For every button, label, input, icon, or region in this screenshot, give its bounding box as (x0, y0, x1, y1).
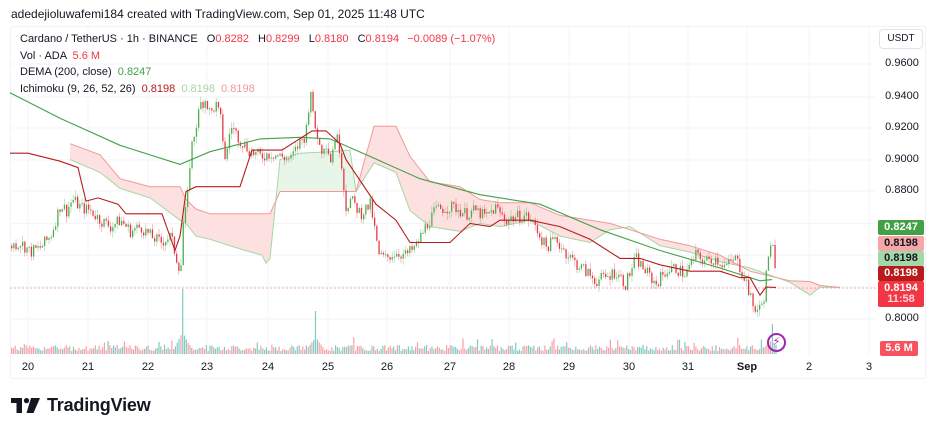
ichimoku-conversion-value: 0.8198 (141, 82, 176, 95)
time-tick-label: 25 (321, 361, 335, 373)
time-tick-label: 22 (141, 361, 155, 373)
ichimoku-lead2-value: 0.8198 (221, 82, 255, 95)
ichimoku-cloud (69, 125, 841, 296)
legend-dema-row[interactable]: DEMA (200, close) 0.8247 (20, 64, 495, 81)
time-tick-label: 2 (805, 361, 813, 373)
high-key: H (258, 33, 266, 45)
chart-legend: Cardano / TetherUS · 1h · BINANCE O0.828… (20, 31, 495, 97)
tradingview-logo-icon (11, 397, 40, 413)
open-key: O (206, 33, 216, 45)
price-label: 0.8247 (878, 220, 924, 235)
legend-ichimoku-row[interactable]: Ichimoku (9, 26, 52, 26) 0.8198 0.8198 0… (20, 81, 495, 98)
tradingview-logo: TradingView (11, 395, 151, 416)
time-tick-label: 3 (865, 361, 873, 373)
volume-label: Vol · ADA (20, 49, 67, 62)
time-tick-label: 21 (81, 361, 95, 373)
time-tick-label: 29 (562, 361, 576, 373)
time-tick-label: 31 (681, 361, 695, 373)
price-label: 0.8198 (878, 236, 924, 251)
close-key: C (357, 33, 366, 45)
price-tick-label: 0.8000 (885, 312, 919, 324)
ichimoku-lead1-value: 0.8198 (181, 82, 215, 95)
currency-button[interactable]: USDT (879, 29, 923, 49)
countdown-label: 11:58 (878, 294, 924, 307)
open-value: 0.8282 (215, 33, 249, 45)
price-tick-label: 0.9600 (885, 57, 919, 69)
change-value: −0.0089 (−1.07%) (407, 33, 496, 45)
price-tick-label: 0.9400 (885, 90, 919, 102)
volume-bars (11, 289, 777, 354)
time-tick-label: 30 (622, 361, 636, 373)
price-tick-label: 0.8800 (885, 184, 919, 196)
candlesticks (11, 89, 776, 318)
time-tick-label: 26 (380, 361, 394, 373)
volume-price-label: 5.6 M (880, 341, 918, 356)
chart-frame (10, 26, 926, 379)
flash-event-icon[interactable]: ⚡ (767, 333, 786, 352)
price-label: 0.8198 (878, 266, 924, 281)
time-tick-label: 20 (21, 361, 35, 373)
price-tick-label: 0.9000 (885, 153, 919, 165)
close-value: 0.8194 (365, 33, 400, 45)
time-tick-label: 27 (443, 361, 457, 373)
low-key: L (308, 33, 315, 45)
low-value: 0.8180 (314, 33, 349, 45)
time-tick-label: 23 (200, 361, 214, 373)
price-label: 0.8194 (878, 281, 924, 296)
legend-volume-row[interactable]: Vol · ADA 5.6 M (20, 48, 495, 65)
tradingview-logo-text: TradingView (47, 395, 151, 415)
price-tick-label: 0.9200 (885, 121, 919, 133)
high-value: 0.8299 (266, 33, 300, 45)
ichimoku-label: Ichimoku (9, 26, 52, 26) (20, 82, 136, 95)
dema-label: DEMA (200, close) (20, 66, 112, 78)
dema-value: 0.8247 (117, 66, 152, 78)
legend-symbol-row[interactable]: Cardano / TetherUS · 1h · BINANCE O0.828… (20, 31, 495, 48)
time-tick-label: Sep (736, 361, 758, 373)
time-tick-label: 24 (261, 361, 275, 373)
volume-value: 5.6 M (72, 49, 101, 62)
indicator-lines (9, 92, 777, 297)
symbol-title[interactable]: Cardano / TetherUS · 1h · BINANCE (20, 33, 198, 45)
chart-credit: adedejioluwafemi184 created with Trading… (11, 7, 425, 21)
time-tick-label: 28 (502, 361, 516, 373)
price-label: 0.8198 (878, 251, 924, 266)
